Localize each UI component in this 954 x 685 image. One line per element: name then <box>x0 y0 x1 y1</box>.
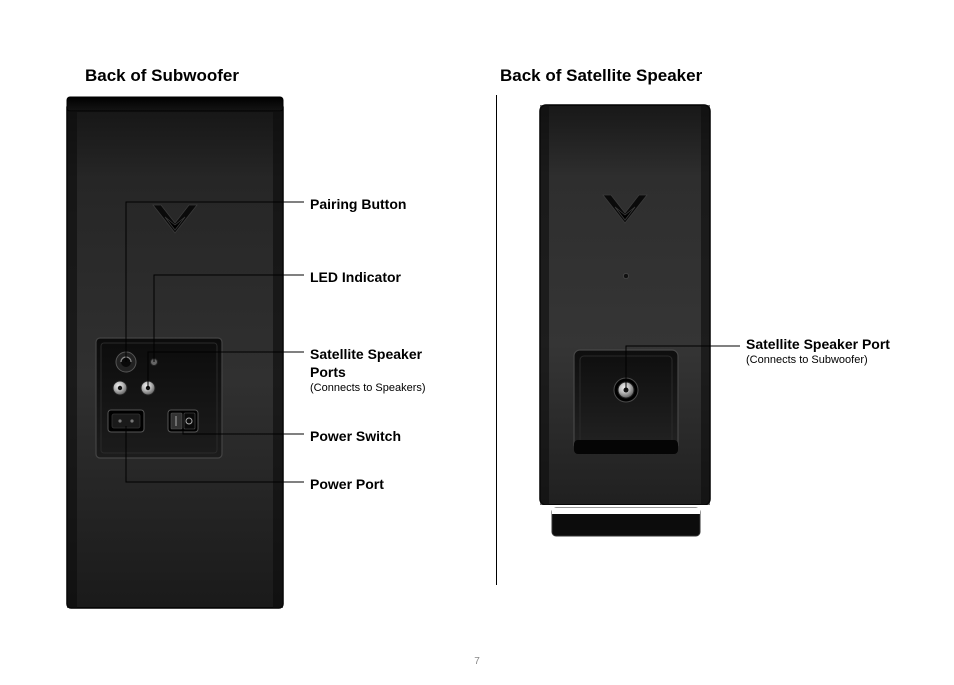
label-satellite-ports-line1: Satellite Speaker <box>310 346 422 362</box>
label-satellite-ports-sub: (Connects to Speakers) <box>310 381 426 395</box>
label-power-switch: Power Switch <box>310 427 401 445</box>
label-satellite-port-sub: (Connects to Subwoofer) <box>746 353 890 367</box>
label-satellite-port-line1: Satellite Speaker Port <box>746 336 890 352</box>
page-number: 7 <box>474 656 480 667</box>
label-led-indicator: LED Indicator <box>310 268 401 286</box>
label-satellite-ports: Satellite Speaker Ports (Connects to Spe… <box>310 345 426 396</box>
label-satellite-port: Satellite Speaker Port (Connects to Subw… <box>746 335 890 367</box>
label-power-port: Power Port <box>310 475 384 493</box>
label-satellite-ports-line2: Ports <box>310 364 346 380</box>
label-pairing-button: Pairing Button <box>310 195 406 213</box>
